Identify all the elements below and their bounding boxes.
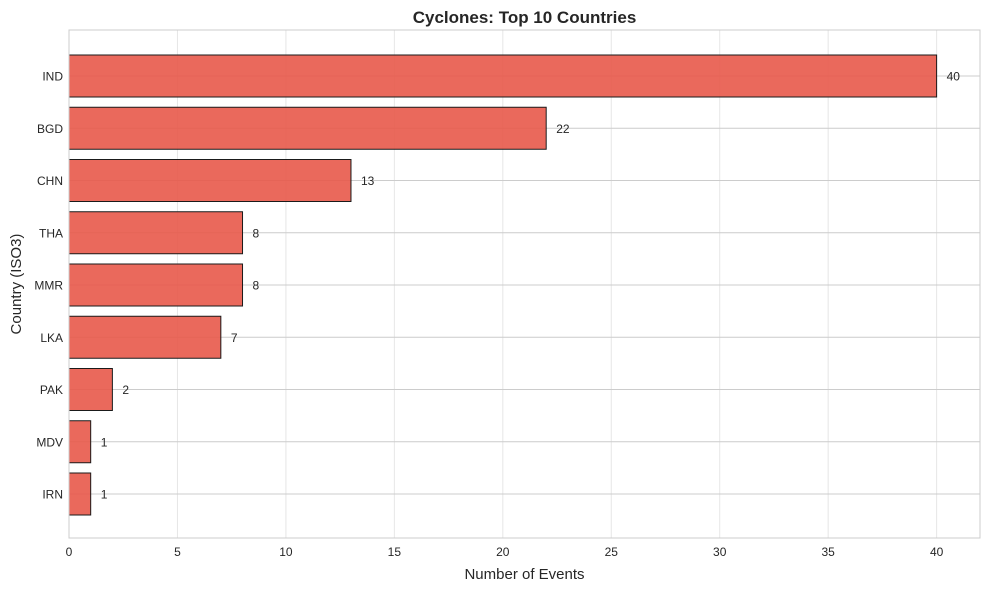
y-tick-label-mmr: MMR: [34, 279, 63, 293]
plot-frame: [68, 29, 981, 539]
value-label-lka: 7: [231, 331, 238, 345]
bar-mmr: [68, 263, 244, 307]
x-tick-label: 0: [66, 545, 73, 559]
bars: [68, 54, 938, 516]
bar-chn: [68, 159, 352, 202]
x-tick-label: 15: [388, 545, 402, 559]
bar-lka: [68, 315, 222, 359]
x-tick-label: 20: [496, 545, 510, 559]
x-tick-label: 5: [174, 545, 181, 559]
y-tick-label-mdv: MDV: [36, 435, 63, 449]
value-label-mdv: 1: [101, 435, 108, 449]
x-tick-label: 35: [821, 545, 835, 559]
x-axis-label: Number of Events: [464, 566, 584, 583]
chart-title: Cyclones: Top 10 Countries: [413, 8, 637, 27]
value-label-mmr: 8: [253, 279, 260, 293]
value-label-bgd: 22: [556, 122, 570, 136]
y-axis-label: Country (ISO3): [8, 234, 25, 335]
x-tick-label: 30: [713, 545, 727, 559]
y-tick-label-chn: CHN: [37, 174, 63, 188]
value-label-chn: 13: [361, 174, 375, 188]
value-label-irn: 1: [101, 488, 108, 502]
x-axis-ticks: 0 5 10 15 20 25 30 35 40: [66, 545, 944, 559]
y-axis-ticks: IND BGD CHN THA MMR LKA PAK MDV IRN: [34, 70, 63, 502]
y-tick-label-tha: THA: [39, 226, 63, 240]
bar-ind: [68, 54, 938, 98]
value-label-pak: 2: [122, 383, 129, 397]
y-tick-label-irn: IRN: [42, 488, 63, 502]
bar-tha: [68, 211, 244, 255]
x-tick-label: 40: [930, 545, 944, 559]
y-tick-label-ind: IND: [42, 70, 63, 84]
bar-irn: [68, 472, 92, 516]
x-tick-label: 25: [605, 545, 619, 559]
bar-pak: [68, 368, 113, 411]
y-tick-label-lka: LKA: [40, 331, 63, 345]
value-labels: 40 22 13 8 8 7 2 1 1: [101, 70, 961, 502]
value-label-ind: 40: [947, 70, 961, 84]
bar-bgd: [68, 106, 547, 150]
x-tick-label: 10: [279, 545, 293, 559]
y-tick-label-bgd: BGD: [37, 122, 63, 136]
y-tick-label-pak: PAK: [40, 383, 63, 397]
bar-mdv: [68, 420, 92, 464]
value-label-tha: 8: [253, 226, 260, 240]
